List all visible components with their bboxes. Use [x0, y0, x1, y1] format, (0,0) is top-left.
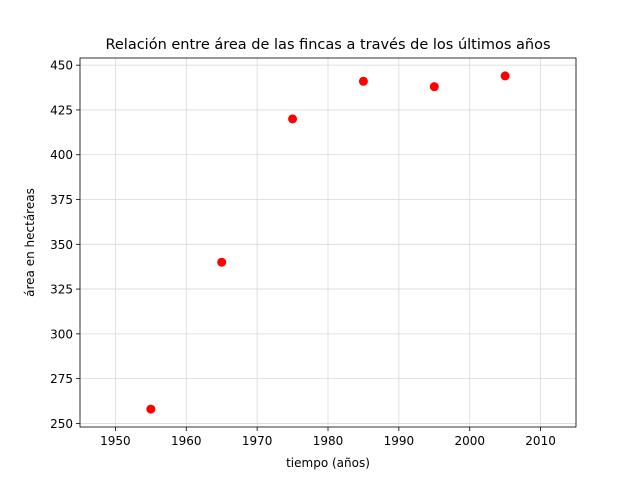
y-tick-label: 400	[50, 148, 73, 162]
y-tick-label: 375	[50, 193, 73, 207]
y-tick-label: 250	[50, 417, 73, 431]
data-points	[146, 71, 510, 414]
grid	[80, 58, 576, 427]
chart-title: Relación entre área de las fincas a trav…	[105, 37, 550, 53]
data-point	[500, 71, 510, 81]
x-tick-label: 1990	[384, 434, 415, 448]
y-tick-label: 350	[50, 238, 73, 252]
x-tick-label: 1950	[100, 434, 131, 448]
y-tick-label: 425	[50, 103, 73, 117]
x-tick-label: 2010	[525, 434, 556, 448]
y-tick-label: 275	[50, 372, 73, 386]
data-point	[217, 257, 227, 267]
axis-ticks: 1950 1960 1970 1980 1990 2000 2010 250 275 300 325…	[50, 59, 556, 448]
data-point	[288, 114, 298, 124]
plot-area-frame	[79, 57, 577, 428]
y-tick-label: 450	[50, 59, 73, 73]
x-tick-label: 1960	[171, 434, 202, 448]
y-tick-label: 300	[50, 327, 73, 341]
data-point	[358, 76, 368, 86]
x-axis-label: tiempo (años)	[286, 456, 370, 470]
x-tick-label: 1980	[313, 434, 344, 448]
x-tick-label: 1970	[242, 434, 273, 448]
y-axis-label: área en hectáreas	[23, 188, 37, 297]
x-tick-label: 2000	[454, 434, 485, 448]
data-point	[146, 404, 156, 414]
y-tick-label: 325	[50, 283, 73, 297]
data-point	[429, 82, 439, 92]
